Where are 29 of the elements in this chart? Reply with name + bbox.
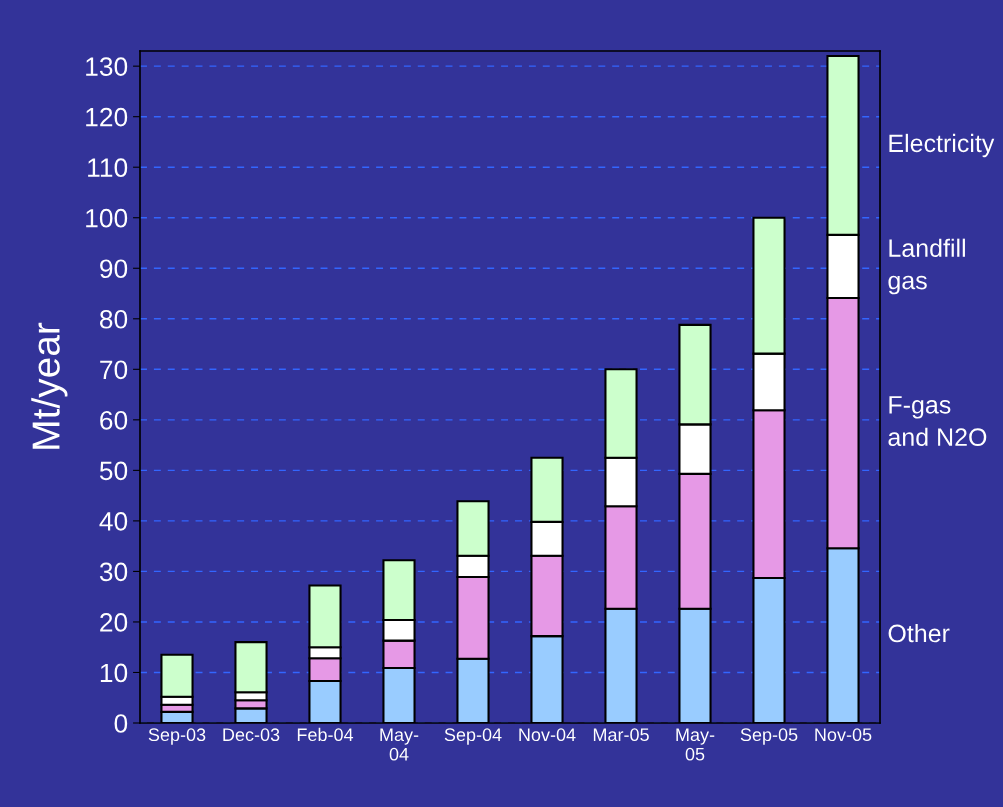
y-tick-label: 130 (86, 57, 128, 76)
x-tick-label: Dec-03 (223, 728, 280, 742)
y-tick-label: 90 (100, 259, 128, 279)
y-tick-label: 30 (99, 562, 128, 582)
x-tick-label: Sep-03 (148, 728, 206, 745)
x-tick-label: Feb-04 (297, 727, 354, 742)
y-tick-label: 120 (86, 107, 128, 127)
y-tick-label: 0 (114, 714, 128, 733)
y-tick-label: 70 (100, 360, 128, 380)
y-tick-label: 110 (88, 158, 128, 178)
x-tick-label: Nov-05 (815, 728, 872, 742)
y-axis-title: Mt/year (31, 322, 68, 449)
y-tick-label: 40 (99, 512, 128, 531)
y-tick-label: 20 (100, 613, 128, 632)
y-tick-label: 80 (99, 309, 128, 329)
series-label: Electricity (889, 133, 995, 158)
y-tick-label: 10 (100, 663, 128, 683)
x-tick-label: Nov-04 (519, 728, 576, 742)
y-tick-label: 60 (100, 410, 128, 430)
x-tick-label: May- 05 (676, 728, 715, 761)
series-label: Landfill gas (888, 238, 965, 295)
series-label: F-gas and N2O (888, 396, 987, 447)
x-tick-label: May- 04 (380, 728, 419, 761)
x-tick-label: Sep-05 (740, 728, 798, 745)
y-tick-label: 100 (86, 208, 128, 228)
series-label: Other (888, 623, 950, 643)
y-tick-label: 50 (99, 461, 128, 481)
x-tick-label: Sep-04 (444, 728, 502, 745)
x-tick-label: Mar-05 (593, 728, 649, 742)
